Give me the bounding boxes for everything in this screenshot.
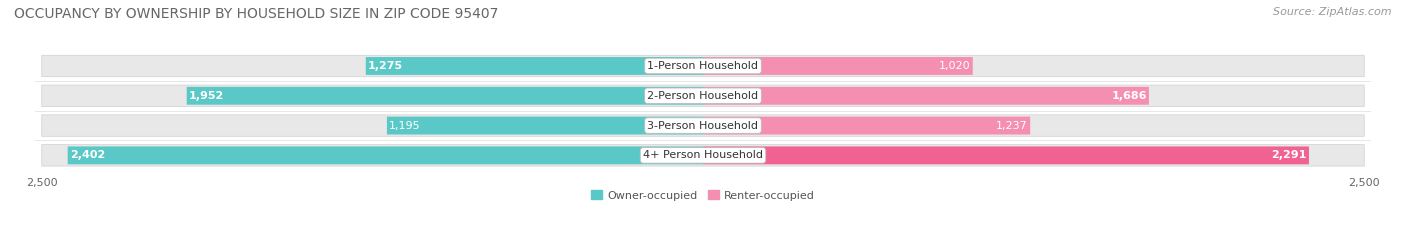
Text: 1,195: 1,195	[389, 120, 420, 130]
Text: 2,291: 2,291	[1271, 150, 1306, 160]
Text: 1,237: 1,237	[997, 120, 1028, 130]
FancyBboxPatch shape	[703, 146, 1309, 164]
FancyBboxPatch shape	[703, 57, 973, 75]
Text: 1,275: 1,275	[368, 61, 404, 71]
Text: 4+ Person Household: 4+ Person Household	[643, 150, 763, 160]
FancyBboxPatch shape	[42, 145, 1364, 166]
FancyBboxPatch shape	[703, 87, 1149, 105]
Text: 1,020: 1,020	[939, 61, 970, 71]
Text: 2-Person Household: 2-Person Household	[647, 91, 759, 101]
Text: OCCUPANCY BY OWNERSHIP BY HOUSEHOLD SIZE IN ZIP CODE 95407: OCCUPANCY BY OWNERSHIP BY HOUSEHOLD SIZE…	[14, 7, 499, 21]
FancyBboxPatch shape	[42, 115, 1364, 136]
Legend: Owner-occupied, Renter-occupied: Owner-occupied, Renter-occupied	[586, 186, 820, 205]
Text: 1,686: 1,686	[1111, 91, 1147, 101]
FancyBboxPatch shape	[67, 146, 703, 164]
FancyBboxPatch shape	[42, 55, 1364, 77]
FancyBboxPatch shape	[42, 85, 1364, 106]
Text: 1,952: 1,952	[188, 91, 224, 101]
FancyBboxPatch shape	[366, 57, 703, 75]
Text: Source: ZipAtlas.com: Source: ZipAtlas.com	[1274, 7, 1392, 17]
FancyBboxPatch shape	[703, 117, 1031, 134]
FancyBboxPatch shape	[387, 117, 703, 134]
Text: 1-Person Household: 1-Person Household	[648, 61, 758, 71]
FancyBboxPatch shape	[187, 87, 703, 105]
Text: 3-Person Household: 3-Person Household	[648, 120, 758, 130]
Text: 2,402: 2,402	[70, 150, 105, 160]
